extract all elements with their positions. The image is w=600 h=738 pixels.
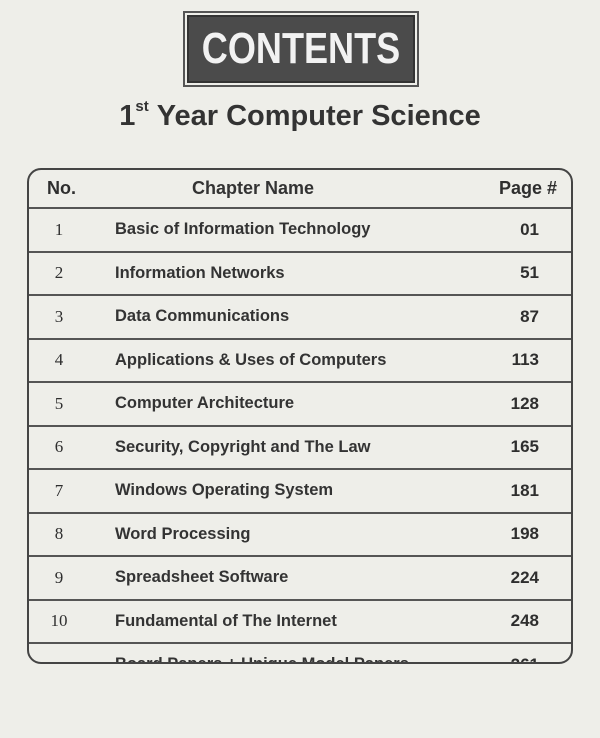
chapter-name: Applications & Uses of Computers [115,350,387,369]
table-row: 9 Spreadsheet Software 224 [29,555,571,599]
contents-banner: CONTENTS [187,15,415,83]
chapter-name: Information Networks [115,263,285,282]
chapter-number: 7 [54,480,64,500]
page-number: 113 [511,350,539,370]
title-superscript: st [135,98,149,115]
page-number: 01 [520,219,539,239]
table-header: No. Chapter Name Page # [29,170,571,207]
chapter-number: 1 [54,219,64,239]
table-row: 8 Word Processing 198 [29,511,571,556]
table-row: 2 Information Networks 51 [29,250,571,295]
chapter-number: 5 [54,393,64,413]
column-header-page: Page # [498,178,557,198]
column-header-no: No. [47,178,76,198]
page-title: 1st Year Computer Science [0,98,600,133]
chapter-name: Basic of Information Technology [115,220,371,239]
page-number: 128 [510,393,539,413]
chapter-number: 9 [54,567,64,587]
chapter-name: Computer Architecture [115,394,295,413]
table-row: 10 Fundamental of The Internet 248 [29,598,571,643]
contents-table: No. Chapter Name Page # 1 Basic of Inform… [27,168,573,664]
page-number: 261 [459,655,571,662]
table-row: 6 Security, Copyright and The Law 165 [29,424,571,469]
chapter-number: 4 [54,350,64,370]
chapter-name: Fundamental of The Internet [115,611,337,630]
table-row: 7 Windows Operating System 181 [29,468,571,512]
chapter-name: Data Communications [115,307,290,326]
chapter-number: 3 [54,306,64,326]
chapter-name: Windows Operating System [115,481,334,500]
table-row: 5 Computer Architecture 128 [29,381,571,425]
page-number: 87 [520,306,539,326]
page-number: 198 [510,524,539,544]
title-number: 1 [119,100,136,132]
chapter-name: Board Papers + Unique Model Papers [89,655,459,662]
title-text: Year Computer Science [156,100,481,132]
table-row: 3 Data Communications 87 [29,294,571,338]
banner-text: CONTENTS [201,24,401,73]
chapter-number: 8 [54,524,64,544]
table-row: 4 Applications & Uses of Computers 113 [29,337,571,382]
chapter-name: Security, Copyright and The Law [115,437,371,456]
page-number: 165 [510,437,539,457]
chapter-number: 2 [54,263,64,283]
page-number: 181 [510,480,539,500]
chapter-number: 10 [50,611,68,631]
page-number: 248 [510,611,539,631]
page-number: 51 [520,263,539,283]
table-row: Board Papers + Unique Model Papers261 [29,642,571,662]
page-number: 224 [510,567,539,587]
chapter-name: Word Processing [115,524,251,543]
column-header-chapter: Chapter Name [191,178,315,198]
chapter-name: Spreadsheet Software [115,568,289,587]
table-row: 1 Basic of Information Technology 01 [29,207,571,251]
chapter-number: 6 [54,437,64,457]
